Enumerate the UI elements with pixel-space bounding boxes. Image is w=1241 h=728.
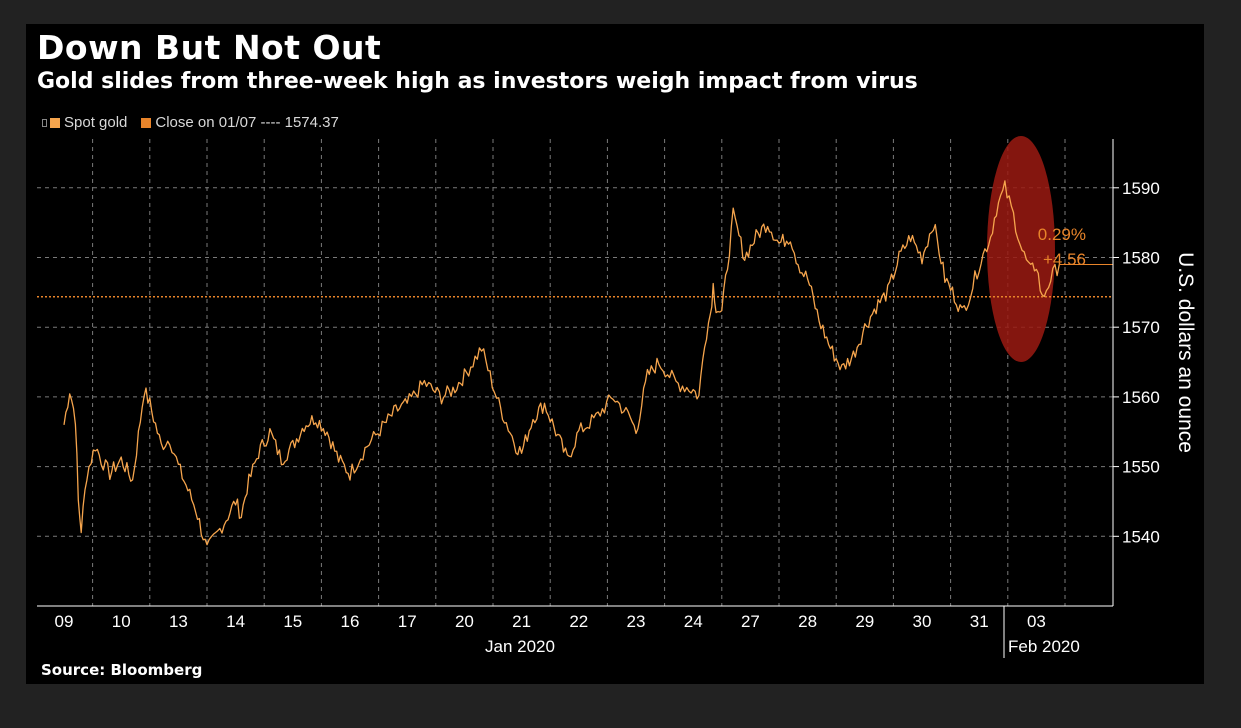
series-line-spot-gold: [63, 180, 1060, 546]
x-tick-label: 29: [855, 612, 874, 631]
chart-frame: Down But Not Out Gold slides from three-…: [26, 24, 1204, 684]
legend-item-close: Close on 01/07 ---- 1574.37: [141, 114, 339, 131]
legend-item-spot-gold: Spot gold: [42, 114, 127, 131]
x-tick-label: 13: [169, 612, 188, 631]
y-tick-label: 1580: [1122, 248, 1160, 267]
chart-subtitle: Gold slides from three-week high as inve…: [37, 69, 918, 94]
annotation-change: +4.56: [1043, 250, 1086, 269]
y-tick-label: 1590: [1122, 179, 1160, 198]
y-tick-label: 1540: [1122, 527, 1160, 546]
x-tick-label: 22: [569, 612, 588, 631]
x-tick-label: 31: [970, 612, 989, 631]
y-tick-label: 1560: [1122, 388, 1160, 407]
x-group-label-jan: Jan 2020: [485, 637, 555, 656]
legend: Spot gold Close on 01/07 ---- 1574.37: [42, 114, 353, 131]
x-tick-label: 15: [283, 612, 302, 631]
x-tick-label: 24: [684, 612, 703, 631]
annotation-pct: 0.29%: [1038, 225, 1086, 244]
x-tick-label: 28: [798, 612, 817, 631]
x-tick-label: 21: [512, 612, 531, 631]
legend-swatch-spot-gold: [50, 117, 60, 128]
x-tick-label: 30: [913, 612, 932, 631]
x-tick-label: 20: [455, 612, 474, 631]
x-tick-label: 23: [627, 612, 646, 631]
x-tick-label: 17: [398, 612, 417, 631]
y-tick-label: 1570: [1122, 318, 1160, 337]
x-tick-label: 27: [741, 612, 760, 631]
x-group-label-feb: Feb 2020: [1008, 637, 1080, 656]
x-tick-label: 03: [1027, 612, 1046, 631]
x-tick-label: 16: [341, 612, 360, 631]
chart-svg: 1540 1550 1560 1570 1580 1590 09 10 13 14 15 16 17 20…: [37, 136, 1197, 658]
legend-swatch-close: [141, 117, 152, 128]
x-tick-label: 09: [55, 612, 74, 631]
legend-label-spot-gold: Spot gold: [64, 114, 128, 131]
legend-toggle-icon: [42, 118, 47, 127]
source-note: Source: Bloomberg: [41, 661, 203, 679]
x-tick-label: 10: [112, 612, 131, 631]
x-tick-label: 14: [226, 612, 245, 631]
chart-title: Down But Not Out: [37, 28, 382, 67]
y-axis-title: U.S. dollars an ounce: [1174, 252, 1197, 453]
legend-label-close: Close on 01/07 ---- 1574.37: [155, 114, 339, 131]
y-tick-label: 1550: [1122, 458, 1160, 477]
